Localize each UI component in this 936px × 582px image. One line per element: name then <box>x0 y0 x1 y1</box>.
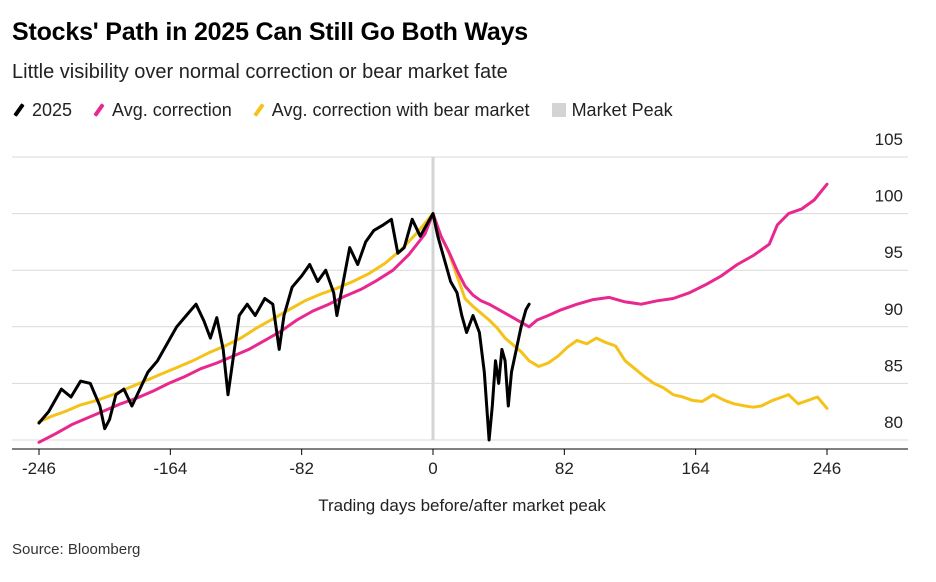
x-tick-label-0: 0 <box>428 459 437 478</box>
y-tick-label-100: 100 <box>875 187 903 206</box>
y-tick-label-95: 95 <box>884 243 903 262</box>
chart-legend: 2025 Avg. correction Avg. correction wit… <box>12 98 693 122</box>
legend-item-market-peak: Market Peak <box>551 99 673 121</box>
y-tick-label-85: 85 <box>884 356 903 375</box>
legend-label-2025: 2025 <box>32 99 73 120</box>
y-tick-label-80: 80 <box>884 413 903 432</box>
x-tick-label-82: 82 <box>555 459 574 478</box>
series-bear-market-line <box>37 212 829 424</box>
x-tick-label--246: -246 <box>22 459 56 478</box>
legend-item-avg-correction: Avg. correction <box>92 100 232 121</box>
y-tick-label-105: 105 <box>875 130 903 149</box>
series-layer <box>37 182 829 444</box>
x-tick-label--164: -164 <box>153 459 187 478</box>
axis-layer: 80 85 90 95 100 105 -246 -164 -82 0 82 164 246 <box>12 130 908 478</box>
y-tick-label-90: 90 <box>884 300 903 319</box>
source-note: Source: Bloomberg <box>12 541 141 558</box>
x-tick-label--82: -82 <box>289 459 314 478</box>
series-avg-correction-line <box>37 182 829 444</box>
legend-swatch-market-peak <box>551 103 566 117</box>
series-2025-line <box>37 212 531 442</box>
grid-layer <box>12 156 908 441</box>
chart-subtitle: Little visibility over normal correction… <box>12 61 508 83</box>
legend-label-bear-market: Avg. correction with bear market <box>271 99 530 120</box>
legend-item-2025: 2025 <box>12 100 72 121</box>
x-tick-label-164: 164 <box>681 459 709 478</box>
legend-label-avg-correction: Avg. correction <box>112 99 232 120</box>
legend-label-market-peak: Market Peak <box>571 99 673 120</box>
x-tick-label-246: 246 <box>813 459 841 478</box>
x-axis-title: Trading days before/after market peak <box>318 496 606 515</box>
chart-title: Stocks' Path in 2025 Can Still Go Both W… <box>12 18 528 46</box>
legend-item-bear-market: Avg. correction with bear market <box>252 100 530 121</box>
